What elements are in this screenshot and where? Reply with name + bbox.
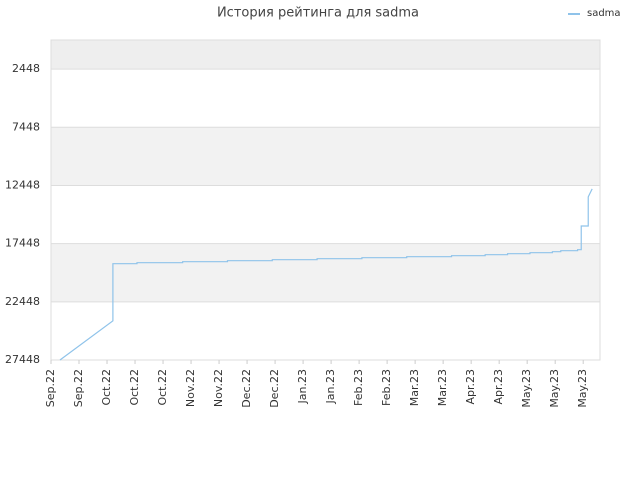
x-tick-label: Oct.22 [128,369,141,406]
band [51,243,600,302]
x-tick-label: Mar.23 [436,369,449,406]
y-tick-label: 12448 [5,178,40,191]
x-tick-label: Jan.23 [324,369,337,404]
x-tick-label: Feb.23 [352,369,365,406]
band [51,127,600,186]
x-tick-label: Feb.23 [380,369,393,406]
x-tick-label: Oct.22 [100,369,113,406]
x-tick-label: Apr.23 [492,369,505,405]
y-tick-label: 2448 [12,62,40,75]
band [51,40,600,70]
y-tick-label: 7448 [12,120,40,133]
x-tick-label: Sep.22 [44,369,57,407]
line [59,188,593,361]
x-tick-label: Sep.22 [72,369,85,407]
y-tick-label: 27448 [5,353,40,366]
chart-title: История рейтинга для sadma [217,6,419,21]
x-tick-label: Mar.23 [408,369,421,406]
x-tick-label: Nov.22 [184,369,197,407]
x-tick-label: Dec.22 [240,369,253,408]
x-tick-label: Jan.23 [296,369,309,404]
x-tick-label: Dec.22 [268,369,281,408]
x-tick-label: May.23 [520,369,533,408]
x-tick-label: Oct.22 [156,369,169,406]
x-tick-label: Apr.23 [464,369,477,405]
legend-label: sadma [587,8,621,19]
x-tick-label: May.23 [576,369,589,408]
y-tick-label: 22448 [5,295,40,308]
y-tick-label: 17448 [5,237,40,250]
x-tick-label: Nov.22 [212,369,225,407]
x-tick-label: May.23 [548,369,561,408]
plot-frame [50,39,601,361]
